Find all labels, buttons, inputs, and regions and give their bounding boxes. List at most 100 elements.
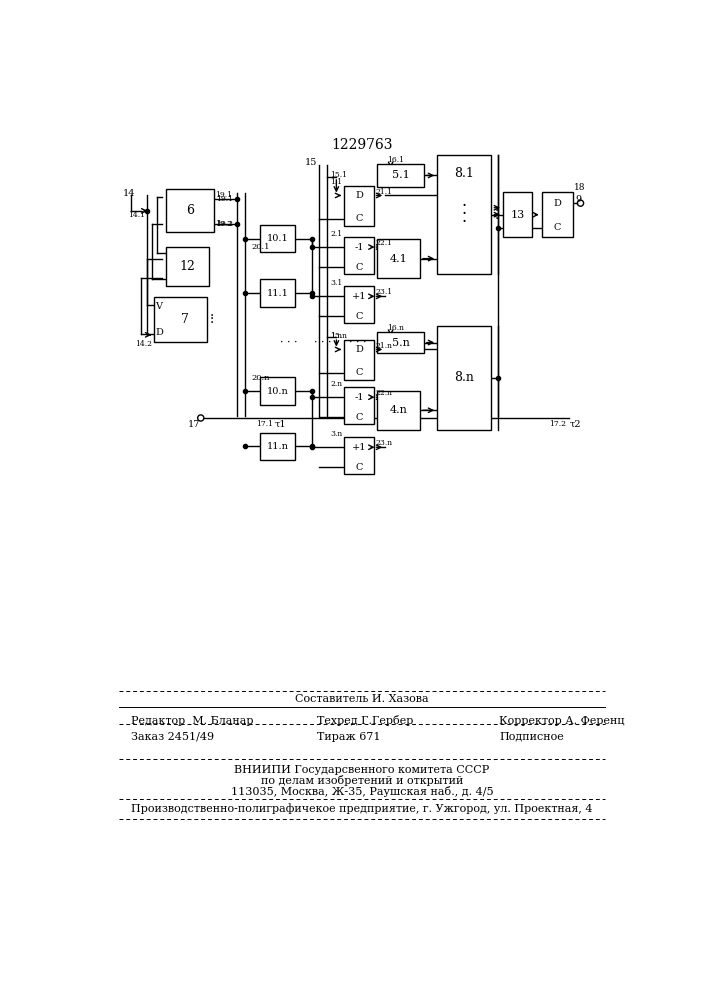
Text: D: D bbox=[355, 191, 363, 200]
Text: 5.1: 5.1 bbox=[392, 170, 409, 180]
Text: 14: 14 bbox=[123, 189, 136, 198]
Text: ·: · bbox=[495, 212, 499, 226]
Text: · · ·: · · · bbox=[315, 338, 332, 348]
Bar bbox=[344, 186, 373, 226]
Bar bbox=[260, 279, 295, 307]
Text: 113035, Москва, Ж-35, Раушская наб., д. 4/5: 113035, Москва, Ж-35, Раушская наб., д. … bbox=[230, 786, 493, 797]
Text: Корректор А. Ференц: Корректор А. Ференц bbox=[499, 716, 624, 726]
Text: Тираж 671: Тираж 671 bbox=[317, 732, 380, 742]
Text: 17: 17 bbox=[188, 420, 201, 429]
Text: 17.1: 17.1 bbox=[257, 420, 274, 428]
Text: ·: · bbox=[462, 206, 467, 223]
Text: +1: +1 bbox=[351, 292, 366, 301]
Text: D: D bbox=[554, 199, 561, 208]
Bar bbox=[378, 391, 420, 430]
Text: C: C bbox=[355, 263, 363, 272]
Bar bbox=[378, 332, 424, 353]
Text: 10.1: 10.1 bbox=[267, 234, 288, 243]
Text: 19.2: 19.2 bbox=[216, 220, 233, 228]
Text: 1229763: 1229763 bbox=[331, 138, 392, 152]
Bar bbox=[166, 247, 209, 286]
Text: C: C bbox=[355, 368, 363, 377]
Text: ВНИИПИ Государсвенного комитета СССР: ВНИИПИ Государсвенного комитета СССР bbox=[234, 765, 489, 775]
Bar bbox=[344, 237, 373, 274]
Bar bbox=[378, 239, 420, 278]
Bar bbox=[542, 192, 573, 237]
Text: 23.1: 23.1 bbox=[375, 288, 392, 296]
Text: ·: · bbox=[495, 208, 499, 222]
Text: 18: 18 bbox=[574, 183, 586, 192]
Text: 8.1: 8.1 bbox=[455, 167, 474, 180]
Bar bbox=[503, 192, 532, 237]
Text: 21.n: 21.n bbox=[375, 342, 392, 350]
Bar bbox=[260, 433, 295, 460]
Text: 22.1: 22.1 bbox=[375, 239, 392, 247]
Text: 5.n: 5.n bbox=[392, 338, 409, 348]
Bar bbox=[344, 340, 373, 380]
Text: Техред Г.Гербер: Техред Г.Гербер bbox=[317, 715, 414, 726]
Text: 22.n: 22.n bbox=[375, 389, 392, 397]
Text: · · ·: · · · bbox=[349, 338, 367, 348]
Text: 8.n: 8.n bbox=[455, 371, 474, 384]
Bar bbox=[166, 189, 214, 232]
Text: +1: +1 bbox=[351, 443, 366, 452]
Text: 15: 15 bbox=[305, 158, 317, 167]
Text: 14.1: 14.1 bbox=[128, 211, 145, 219]
Text: 19.2: 19.2 bbox=[216, 220, 233, 228]
Text: 15.1: 15.1 bbox=[330, 171, 347, 179]
Text: τ2: τ2 bbox=[569, 420, 581, 429]
Text: 16.1: 16.1 bbox=[387, 156, 404, 164]
Text: 4.1: 4.1 bbox=[390, 254, 408, 264]
Text: 1.1: 1.1 bbox=[330, 178, 343, 186]
Text: 20.1: 20.1 bbox=[251, 243, 269, 251]
Text: 9: 9 bbox=[575, 195, 582, 204]
Text: 6: 6 bbox=[186, 204, 194, 217]
Text: 2.n: 2.n bbox=[330, 380, 343, 388]
Bar bbox=[154, 297, 207, 342]
Text: ·: · bbox=[209, 316, 214, 330]
Bar bbox=[344, 286, 373, 323]
Text: · · ·: · · · bbox=[279, 338, 297, 348]
Bar bbox=[437, 326, 491, 430]
Text: 3.n: 3.n bbox=[330, 430, 343, 438]
Text: 19.1: 19.1 bbox=[216, 195, 233, 203]
Text: V: V bbox=[156, 302, 163, 311]
Bar bbox=[437, 155, 491, 274]
Text: 2.1: 2.1 bbox=[330, 230, 343, 238]
Text: Редактор  М. Бланар: Редактор М. Бланар bbox=[131, 716, 254, 726]
Text: 3.1: 3.1 bbox=[330, 279, 343, 287]
Text: Составитель И. Хазова: Составитель И. Хазова bbox=[295, 694, 428, 704]
Text: ·: · bbox=[462, 214, 467, 231]
Text: C: C bbox=[355, 312, 363, 321]
Text: C: C bbox=[355, 463, 363, 472]
Text: 11.n: 11.n bbox=[267, 442, 288, 451]
Bar bbox=[260, 225, 295, 252]
Text: 21.1: 21.1 bbox=[375, 188, 392, 196]
Bar bbox=[378, 164, 424, 187]
Text: 16.n: 16.n bbox=[387, 324, 404, 332]
Text: 12: 12 bbox=[180, 260, 195, 273]
Text: 19.1: 19.1 bbox=[216, 191, 233, 199]
Text: 17.2: 17.2 bbox=[549, 420, 566, 428]
Text: ·: · bbox=[495, 204, 499, 218]
Text: 1.n: 1.n bbox=[330, 332, 343, 340]
Text: по делам изобретений и открытий: по делам изобретений и открытий bbox=[261, 775, 463, 786]
Text: τ1: τ1 bbox=[275, 420, 286, 429]
Text: ·: · bbox=[462, 198, 467, 215]
Text: -1: -1 bbox=[354, 243, 363, 252]
Text: 20.n: 20.n bbox=[251, 374, 269, 382]
Text: C: C bbox=[554, 223, 561, 232]
Text: 15.n: 15.n bbox=[330, 332, 347, 340]
Text: Подписное: Подписное bbox=[499, 732, 564, 742]
Text: C: C bbox=[355, 413, 363, 422]
Bar bbox=[260, 377, 295, 405]
Text: 13: 13 bbox=[510, 210, 525, 220]
Bar bbox=[344, 387, 373, 424]
Text: C: C bbox=[355, 214, 363, 223]
Text: Производственно-полиграфичекое предприятие, г. Ужгород, ул. Проектная, 4: Производственно-полиграфичекое предприят… bbox=[131, 803, 592, 814]
Text: ·: · bbox=[209, 312, 214, 326]
Text: -1: -1 bbox=[354, 393, 363, 402]
Text: 11.1: 11.1 bbox=[267, 289, 288, 298]
Text: D: D bbox=[155, 328, 163, 337]
Text: Заказ 2451/49: Заказ 2451/49 bbox=[131, 732, 214, 742]
